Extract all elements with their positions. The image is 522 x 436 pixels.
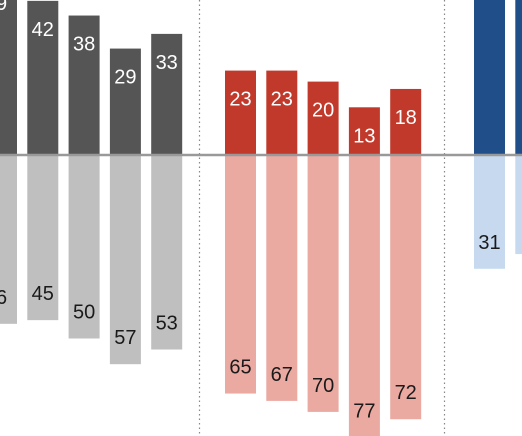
bar-negative-g3-2 xyxy=(515,155,522,255)
bar-positive-g2-2 xyxy=(266,70,298,155)
bar-positive-g3-2 xyxy=(515,0,522,155)
bar-positive-g2-5 xyxy=(390,88,422,155)
data-label-negative-g2-1: 65 xyxy=(229,357,251,379)
bar-negative-g1-1 xyxy=(0,155,17,324)
data-label-negative-g1-4: 57 xyxy=(114,327,136,349)
bar-positive-g1-4 xyxy=(109,48,141,155)
data-label-positive-g2-2: 23 xyxy=(271,89,293,111)
data-label-negative-g2-5: 72 xyxy=(395,382,417,404)
data-label-negative-g2-4: 77 xyxy=(353,401,375,423)
data-label-positive-g1-2: 42 xyxy=(32,19,54,41)
data-label-negative-g1-1: 6 xyxy=(0,287,7,309)
data-label-positive-g1-4: 29 xyxy=(114,67,136,89)
bar-positive-g1-3 xyxy=(68,15,100,156)
bar-positive-g2-1 xyxy=(225,70,256,155)
data-label-negative-g2-2: 67 xyxy=(271,364,293,386)
bar-positive-g3-1 xyxy=(474,0,505,155)
bar-negative-g3-1 xyxy=(474,155,505,269)
bar-negative-g2-5 xyxy=(390,155,422,420)
bar-negative-g2-2 xyxy=(266,155,298,401)
data-label-positive-g2-4: 13 xyxy=(353,125,375,147)
bar-negative-g2-1 xyxy=(225,155,256,394)
data-label-negative-g1-5: 53 xyxy=(156,313,178,335)
data-label-positive-g2-1: 23 xyxy=(229,89,251,111)
data-label-positive-g1-3: 38 xyxy=(73,34,95,56)
bar-negative-g1-2 xyxy=(27,155,59,321)
bar-positive-g1-5 xyxy=(151,33,183,155)
bar-negative-g2-4 xyxy=(348,155,380,436)
bar-negative-g1-3 xyxy=(68,155,100,339)
data-label-positive-g1-1: 9 xyxy=(0,0,7,15)
bar-negative-g1-4 xyxy=(109,155,141,365)
data-label-positive-g1-5: 33 xyxy=(156,52,178,74)
data-label-negative-g1-3: 50 xyxy=(73,302,95,324)
bar-positive-g1-1 xyxy=(0,0,17,156)
data-label-negative-g1-2: 45 xyxy=(32,283,54,305)
bar-positive-g2-3 xyxy=(307,81,339,155)
bar-negative-g2-3 xyxy=(307,155,339,412)
data-label-negative-g3-1: 31 xyxy=(478,232,500,254)
bar-positive-g1-2 xyxy=(27,0,59,155)
bar-negative-g1-5 xyxy=(151,155,183,350)
data-label-positive-g2-5: 18 xyxy=(395,107,417,129)
bar-positive-g2-4 xyxy=(348,107,380,155)
data-label-negative-g2-3: 70 xyxy=(312,375,334,397)
data-label-positive-g2-3: 20 xyxy=(312,100,334,122)
